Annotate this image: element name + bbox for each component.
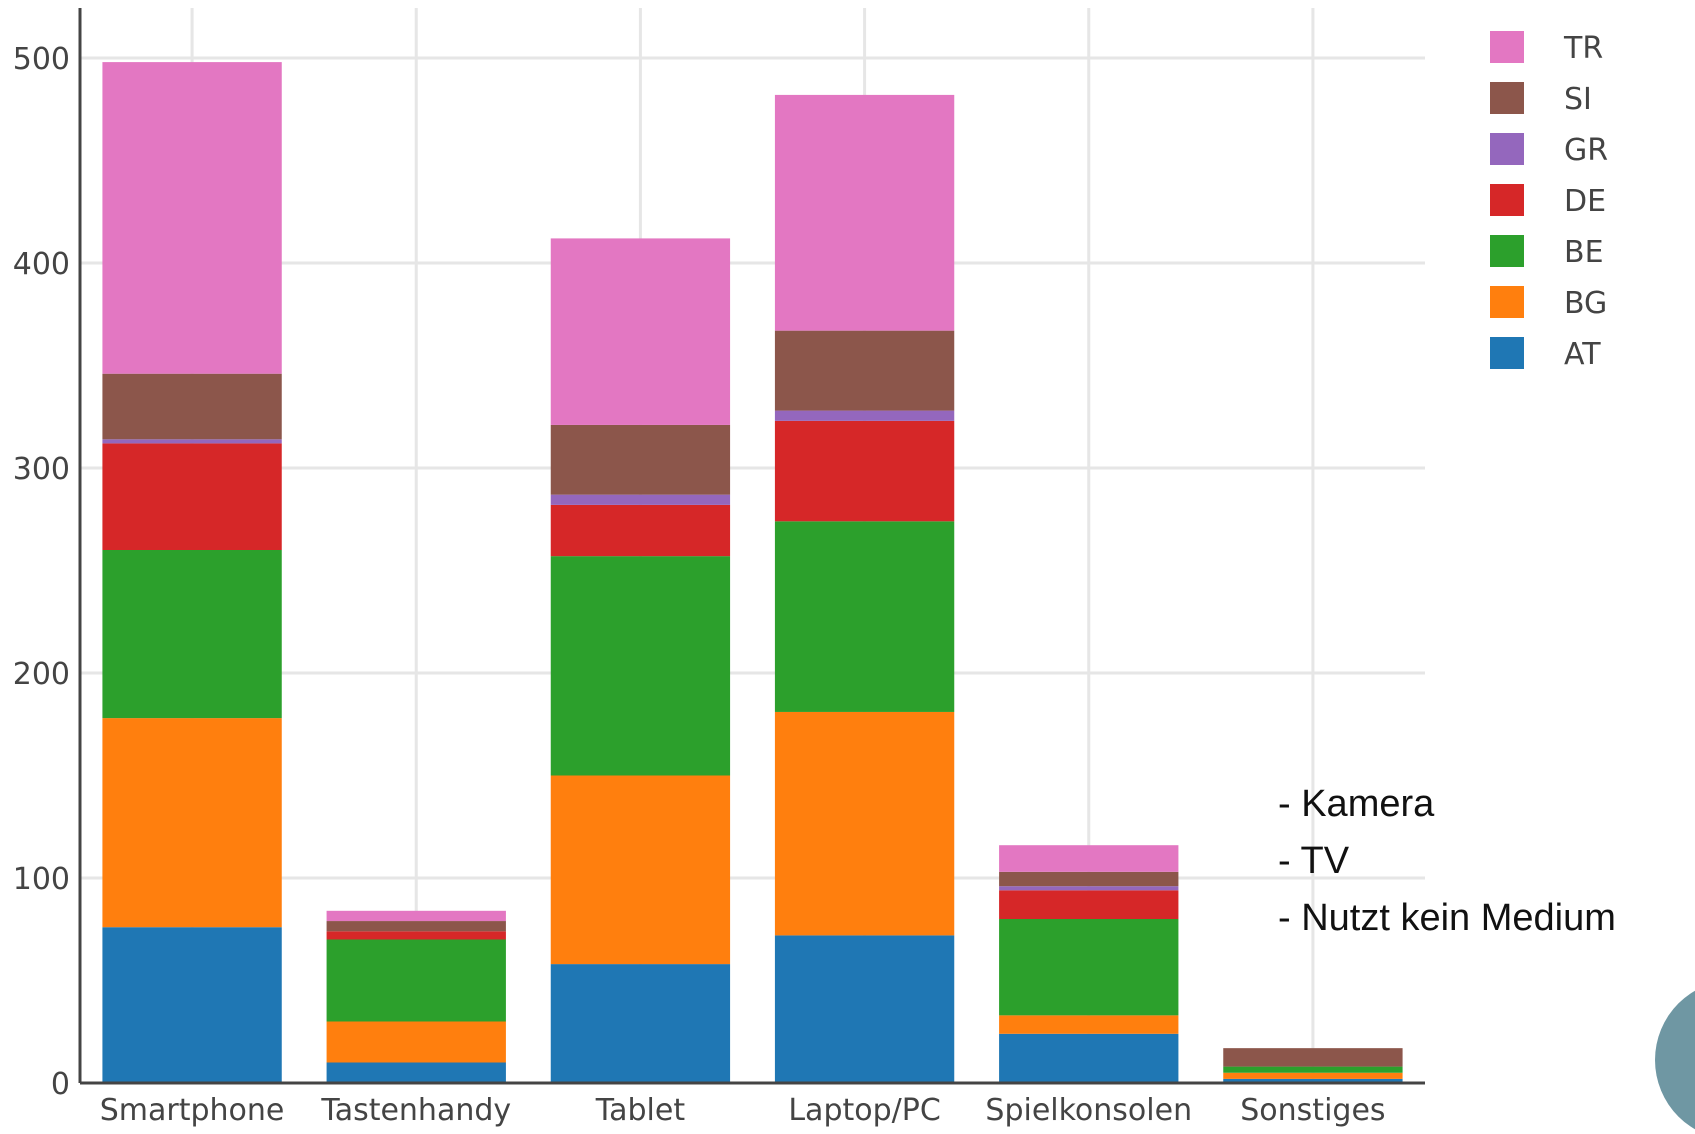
y-tick-label: 200	[13, 657, 70, 692]
legend-label-be: BE	[1564, 235, 1604, 270]
bar-segment-gr-laptop-pc	[774, 410, 955, 421]
bar-segment-bg-tastenhandy	[326, 1021, 506, 1063]
bar-segment-bg-sonstiges	[1223, 1072, 1403, 1079]
bar-segment-tr-laptop-pc	[774, 94, 955, 331]
legend-label-at: AT	[1564, 337, 1601, 372]
bar-segment-at-tablet	[550, 964, 731, 1083]
bar-segment-bg-tablet	[550, 775, 731, 965]
bar-segment-si-tablet	[550, 424, 731, 495]
bar-segment-si-sonstiges	[1223, 1048, 1403, 1067]
bar-segment-at-sonstiges	[1223, 1078, 1403, 1083]
legend-label-de: DE	[1564, 184, 1606, 219]
bar-segment-si-laptop-pc	[774, 330, 955, 411]
bar-segment-at-tastenhandy	[326, 1062, 506, 1083]
note-line-3: - Nutzt kein Medium	[1278, 897, 1616, 939]
bar-segment-bg-laptop-pc	[774, 711, 955, 936]
bar-segment-si-spielkonsolen	[999, 871, 1179, 887]
bar-segment-tr-spielkonsolen	[999, 845, 1179, 872]
bar-segment-gr-smartphone	[102, 439, 282, 444]
legend-label-bg: BG	[1564, 286, 1607, 321]
legend-swatch-be	[1490, 235, 1524, 267]
bar-segment-de-tastenhandy	[326, 931, 506, 940]
bars	[102, 62, 1403, 1083]
bar-segment-be-laptop-pc	[774, 521, 955, 712]
bar-segment-bg-spielkonsolen	[999, 1015, 1179, 1034]
bar-segment-gr-tablet	[550, 494, 731, 505]
bar-segment-si-tastenhandy	[326, 921, 506, 932]
bar-segment-gr-spielkonsolen	[999, 886, 1179, 891]
bar-segment-tr-tastenhandy	[326, 910, 506, 922]
bar-segment-be-sonstiges	[1223, 1066, 1403, 1073]
bar-segment-si-smartphone	[102, 373, 282, 440]
legend-swatch-si	[1490, 82, 1524, 114]
legend-swatch-bg	[1490, 286, 1524, 318]
gridlines	[80, 8, 1425, 1083]
bar-segment-de-smartphone	[102, 443, 282, 550]
axes: 0 100 200 300 400 500 Smartphone Tastenhandy Tab…	[13, 8, 1425, 1128]
legend: TR SI GR DE BE BG AT	[1490, 31, 1608, 372]
note-line-1: - Kamera	[1278, 783, 1435, 825]
bar-segment-de-tablet	[550, 504, 731, 557]
bar-segment-be-tablet	[550, 556, 731, 776]
annotation-note: - Kamera - TV - Nutzt kein Medium	[1278, 783, 1616, 939]
bar-segment-de-spielkonsolen	[999, 890, 1179, 919]
bar-segment-bg-smartphone	[102, 718, 282, 928]
note-line-2: - TV	[1278, 840, 1350, 882]
bar-segment-be-spielkonsolen	[999, 919, 1179, 1016]
bar-segment-at-smartphone	[102, 927, 282, 1083]
bar-segment-tr-tablet	[550, 238, 731, 425]
x-tick-label: Laptop/PC	[788, 1093, 940, 1128]
legend-swatch-de	[1490, 184, 1524, 216]
legend-label-tr: TR	[1563, 31, 1603, 66]
x-tick-label: Smartphone	[100, 1093, 285, 1128]
bar-segment-at-laptop-pc	[774, 935, 955, 1083]
y-tick-label: 300	[13, 452, 70, 487]
x-tick-label: Sonstiges	[1240, 1093, 1385, 1128]
bar-segment-at-spielkonsolen	[999, 1033, 1179, 1083]
y-tick-label: 100	[13, 862, 70, 897]
bar-segment-be-tastenhandy	[326, 939, 506, 1022]
legend-label-gr: GR	[1564, 133, 1608, 168]
legend-label-si: SI	[1564, 82, 1592, 117]
y-tick-label: 500	[13, 42, 70, 77]
x-tick-label: Tablet	[595, 1093, 686, 1128]
x-tick-label: Tastenhandy	[320, 1093, 511, 1128]
x-tick-label: Spielkonsolen	[985, 1093, 1192, 1128]
legend-swatch-tr	[1490, 31, 1524, 63]
bar-segment-be-smartphone	[102, 550, 282, 719]
bar-segment-tr-smartphone	[102, 62, 282, 374]
legend-swatch-at	[1490, 337, 1524, 369]
legend-swatch-gr	[1490, 133, 1524, 165]
y-tick-label: 0	[51, 1067, 70, 1102]
y-tick-label: 400	[13, 247, 70, 282]
bar-segment-de-laptop-pc	[774, 420, 955, 522]
slide-corner-circle	[1655, 990, 1695, 1130]
